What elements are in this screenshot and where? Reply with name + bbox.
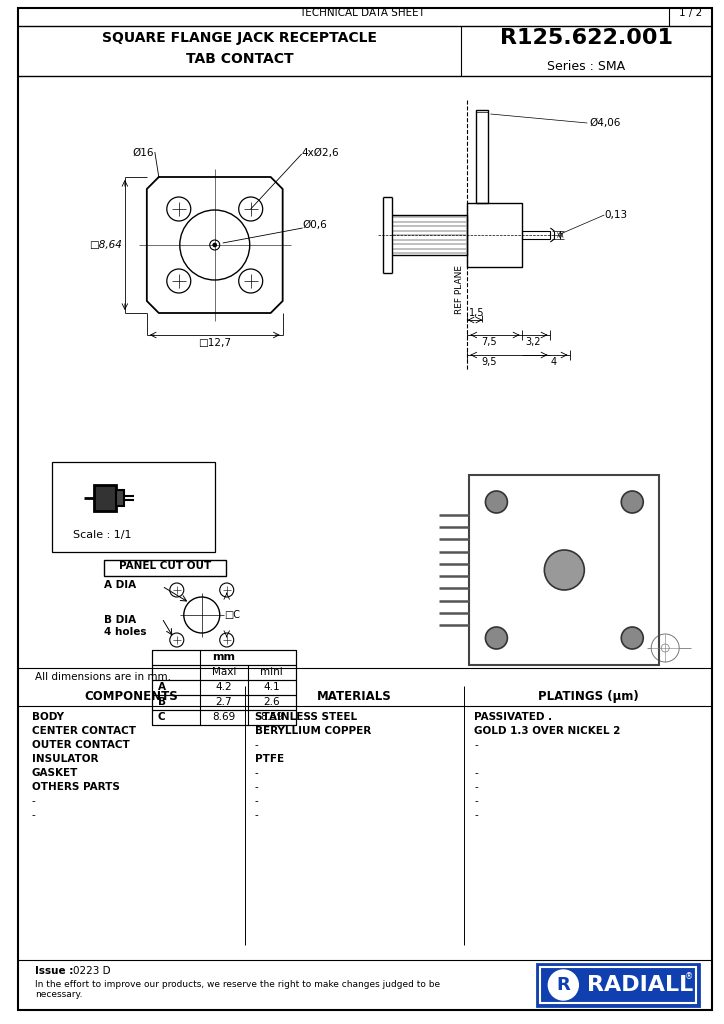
Text: Series : SMA: Series : SMA (547, 60, 626, 73)
Text: -: - (255, 810, 258, 820)
Text: -: - (32, 796, 35, 806)
Bar (392, 215, 468, 255)
Text: REF PLANE: REF PLANE (455, 265, 464, 314)
Text: -: - (474, 810, 478, 820)
Text: 8.69: 8.69 (212, 712, 235, 722)
Text: 3,2: 3,2 (526, 337, 541, 347)
Text: -: - (32, 810, 35, 820)
Text: All dimensions are in mm.: All dimensions are in mm. (35, 672, 171, 682)
Text: -: - (255, 740, 258, 750)
Bar (523, 231, 550, 239)
Text: 8.59: 8.59 (260, 712, 283, 722)
Text: 1 / 2: 1 / 2 (678, 8, 702, 18)
Text: PLATINGS (μm): PLATINGS (μm) (538, 690, 639, 703)
Text: -: - (255, 796, 258, 806)
Bar (540, 967, 696, 1002)
Text: -: - (255, 768, 258, 778)
Bar (152, 665, 295, 680)
Text: -: - (474, 768, 478, 778)
Text: Issue :: Issue : (35, 966, 73, 976)
Text: -: - (255, 782, 258, 792)
Bar (116, 490, 124, 506)
Text: In the effort to improve our products, we reserve the right to make changes judg: In the effort to improve our products, w… (35, 980, 440, 999)
Text: Maxi: Maxi (211, 667, 236, 677)
Text: mm: mm (212, 652, 235, 662)
Text: 4.2: 4.2 (216, 682, 232, 692)
Text: CENTER CONTACT: CENTER CONTACT (32, 726, 136, 736)
Bar (537, 964, 699, 1006)
Text: -: - (474, 740, 478, 750)
Text: COMPONENTS: COMPONENTS (85, 690, 178, 703)
Text: ®: ® (685, 972, 694, 981)
Bar (468, 203, 523, 267)
Circle shape (621, 627, 643, 649)
Text: 0,13: 0,13 (605, 210, 628, 220)
Text: OUTER CONTACT: OUTER CONTACT (32, 740, 130, 750)
Text: 9,5: 9,5 (481, 357, 497, 367)
Text: OTHERS PARTS: OTHERS PARTS (32, 782, 120, 792)
Text: 0223 D: 0223 D (73, 966, 111, 976)
Text: Ø4,06: Ø4,06 (589, 118, 620, 128)
Text: TECHNICAL DATA SHEET: TECHNICAL DATA SHEET (298, 8, 424, 18)
Text: TAB CONTACT: TAB CONTACT (186, 52, 293, 66)
Text: B DIA: B DIA (104, 615, 136, 625)
Circle shape (548, 970, 578, 1000)
Bar (152, 695, 295, 710)
Text: BERYLLIUM COPPER: BERYLLIUM COPPER (255, 726, 371, 736)
Bar (104, 560, 226, 575)
Text: GOLD 1.3 OVER NICKEL 2: GOLD 1.3 OVER NICKEL 2 (474, 726, 620, 736)
Text: PANEL CUT OUT: PANEL CUT OUT (119, 561, 211, 571)
Text: 4xØ2,6: 4xØ2,6 (302, 148, 340, 158)
Circle shape (621, 490, 643, 513)
Bar (469, 475, 660, 665)
Circle shape (485, 627, 508, 649)
Text: 4 holes: 4 holes (104, 627, 146, 637)
Bar (152, 650, 295, 665)
Text: R: R (557, 976, 571, 994)
Text: 2.7: 2.7 (216, 697, 232, 707)
Text: □12,7: □12,7 (198, 338, 231, 348)
Text: 7,5: 7,5 (481, 337, 497, 347)
Text: Scale : 1/1: Scale : 1/1 (72, 530, 131, 540)
Text: □8,64: □8,64 (89, 240, 122, 250)
Text: Ø0,6: Ø0,6 (303, 220, 327, 230)
Text: INSULATOR: INSULATOR (32, 754, 98, 764)
Text: -: - (474, 782, 478, 792)
Bar (52, 462, 215, 552)
Text: mini: mini (261, 667, 283, 677)
Text: RADIALL: RADIALL (587, 975, 694, 995)
Text: BODY: BODY (32, 712, 64, 722)
Text: 1,5: 1,5 (469, 308, 485, 318)
Text: 2.6: 2.6 (264, 697, 280, 707)
Text: STAINLESS STEEL: STAINLESS STEEL (255, 712, 357, 722)
Bar (476, 110, 489, 203)
Circle shape (485, 490, 508, 513)
Text: -: - (474, 796, 478, 806)
Text: GASKET: GASKET (32, 768, 78, 778)
Text: MATERIALS: MATERIALS (317, 690, 392, 703)
Text: R125.622.001: R125.622.001 (500, 28, 673, 48)
Text: □C: □C (224, 610, 240, 620)
Bar (152, 680, 295, 695)
Circle shape (544, 550, 584, 590)
Circle shape (213, 243, 216, 247)
Text: A: A (158, 682, 166, 692)
Bar (152, 650, 295, 725)
Text: 4: 4 (550, 357, 557, 367)
Text: C: C (158, 712, 166, 722)
Text: PASSIVATED .: PASSIVATED . (474, 712, 552, 722)
Bar (94, 485, 116, 511)
Text: SQUARE FLANGE JACK RECEPTACLE: SQUARE FLANGE JACK RECEPTACLE (102, 31, 377, 45)
Text: 4.1: 4.1 (264, 682, 280, 692)
Bar (152, 710, 295, 725)
Text: PTFE: PTFE (255, 754, 284, 764)
Text: B: B (158, 697, 166, 707)
Text: Ø16: Ø16 (132, 148, 154, 158)
Text: A DIA: A DIA (104, 580, 136, 590)
